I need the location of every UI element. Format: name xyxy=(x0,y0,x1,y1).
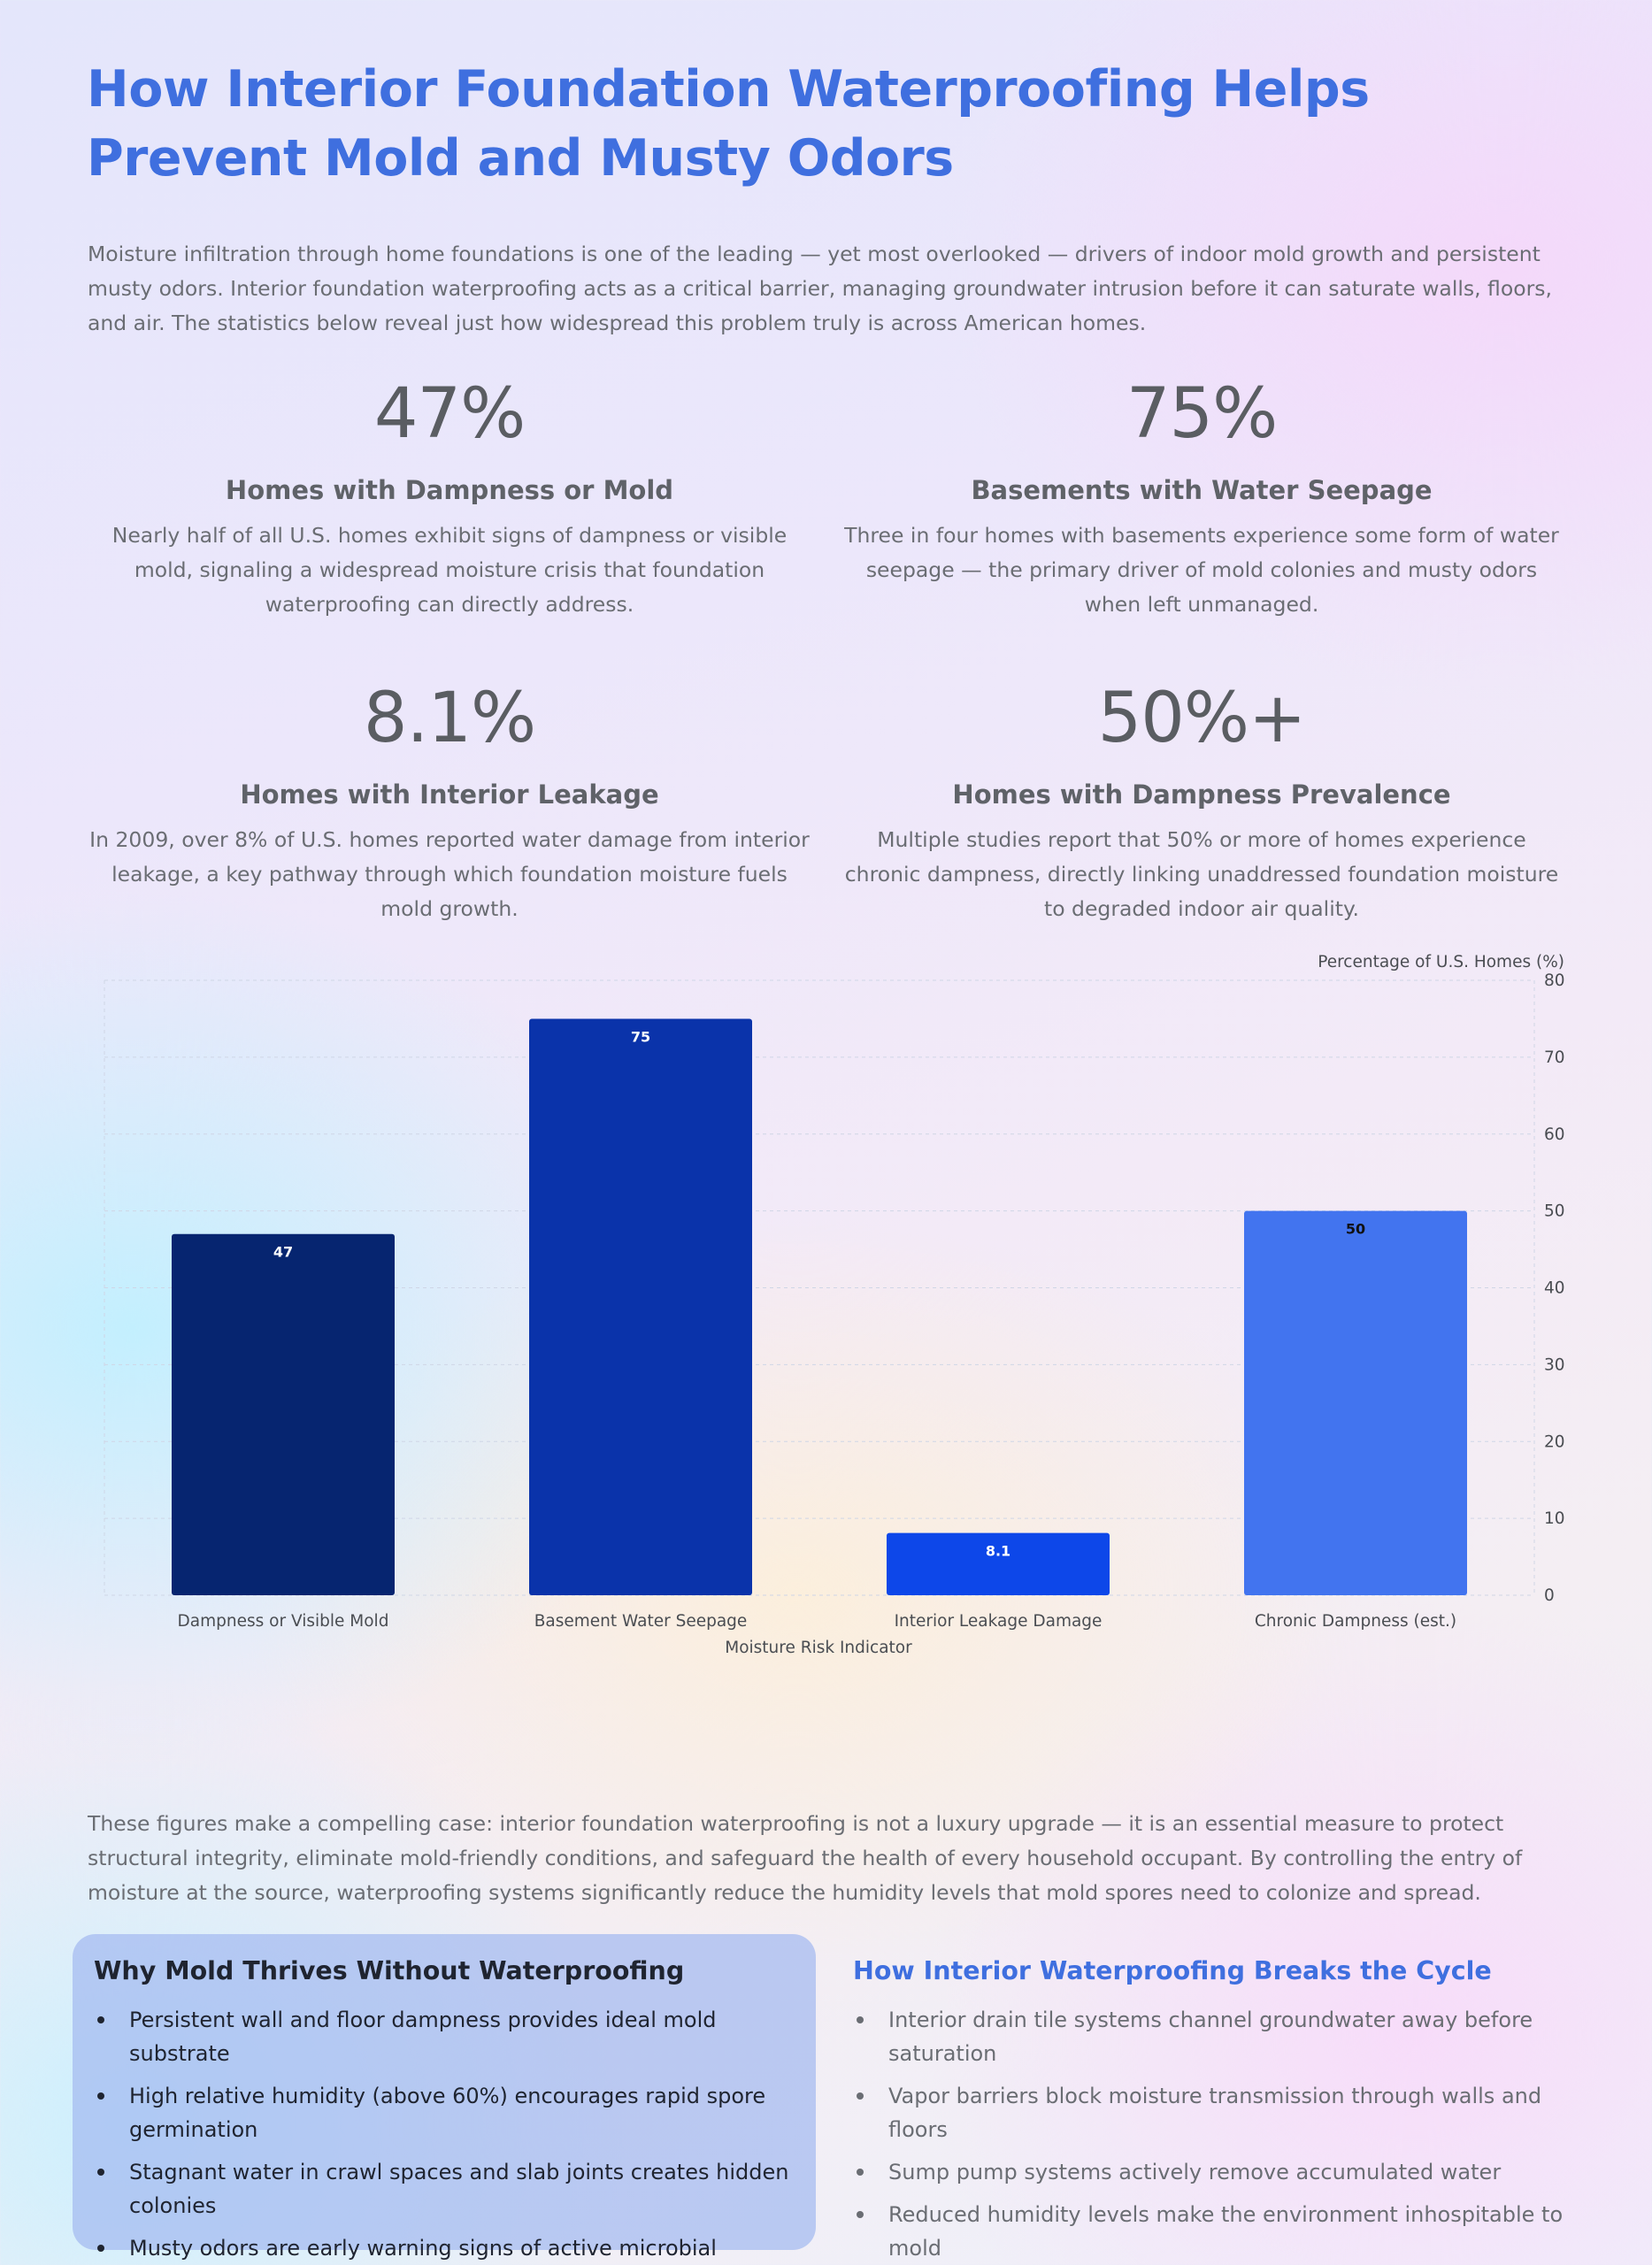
list-item: Vapor barriers block moisture transmissi… xyxy=(853,2079,1571,2146)
bar xyxy=(529,1018,752,1595)
breaks-cycle-heading: How Interior Waterproofing Breaks the Cy… xyxy=(853,1956,1492,1985)
list-item: Musty odors are early warning signs of a… xyxy=(94,2231,795,2265)
x-tick-label: Chronic Dampness (est.) xyxy=(1255,1612,1456,1631)
stat-value: 50%+ xyxy=(1097,679,1307,758)
stat-description: Nearly half of all U.S. homes exhibit si… xyxy=(111,523,788,617)
list-item: Interior drain tile systems channel grou… xyxy=(853,2003,1571,2070)
y-axis-ticks: 0 10 20 30 40 50 60 70 80 xyxy=(1544,971,1565,1605)
y-tick-label: 10 xyxy=(1544,1509,1565,1528)
y-tick-label: 30 xyxy=(1544,1355,1565,1374)
breaks-cycle-list: Interior drain tile systems channel grou… xyxy=(853,2003,1571,2265)
list-item: Stagnant water in crawl spaces and slab … xyxy=(94,2155,795,2223)
bar-value-label: 75 xyxy=(631,1028,650,1045)
y-tick-label: 0 xyxy=(1544,1586,1555,1605)
chart-bars: 47 75 8.1 50 xyxy=(172,1018,1467,1595)
y-tick-label: 50 xyxy=(1544,1202,1565,1221)
bar-value-label: 50 xyxy=(1346,1221,1365,1238)
x-tick-label: Basement Water Seepage xyxy=(534,1612,748,1631)
stat-label: Homes with Interior Leakage xyxy=(240,779,659,810)
stat-value: 75% xyxy=(1126,374,1278,454)
bar-value-label: 8.1 xyxy=(986,1543,1010,1560)
breaks-cycle-card: How Interior Waterproofing Breaks the Cy… xyxy=(832,1934,1593,2261)
stat-card-dampness-prevalence: 50%+ Homes with Dampness Prevalence Mult… xyxy=(839,674,1564,926)
closing-paragraph: These figures make a compelling case: in… xyxy=(88,1811,1523,1905)
list-item: Sump pump systems actively remove accumu… xyxy=(853,2155,1571,2189)
moisture-risk-bar-chart: 47 75 8.1 50 0 10 20 30 40 50 60 70 80 Dampness or … xyxy=(104,953,1565,1657)
y-tick-label: 40 xyxy=(1544,1279,1565,1298)
stat-card-basement-seepage: 75% Basements with Water Seepage Three i… xyxy=(839,370,1564,622)
stat-label: Homes with Dampness Prevalence xyxy=(952,779,1451,810)
bar xyxy=(1244,1210,1467,1595)
y-tick-label: 70 xyxy=(1544,1048,1565,1067)
list-item: High relative humidity (above 60%) encou… xyxy=(94,2079,795,2146)
x-axis-ticks: Dampness or Visible Mold Basement Water S… xyxy=(178,1612,1457,1631)
bar xyxy=(172,1233,395,1595)
intro-paragraph: Moisture infiltration through home found… xyxy=(88,242,1552,335)
y-axis-title: Percentage of U.S. Homes (%) xyxy=(1318,953,1564,971)
bar-value-label: 47 xyxy=(273,1244,293,1261)
why-mold-thrives-card: Why Mold Thrives Without Waterproofing P… xyxy=(73,1934,816,2261)
x-axis-title: Moisture Risk Indicator xyxy=(725,1639,912,1657)
stat-value: 8.1% xyxy=(363,679,536,758)
y-tick-label: 60 xyxy=(1544,1125,1565,1144)
bar xyxy=(887,1532,1110,1595)
stat-card-dampness-mold: 47% Homes with Dampness or Mold Nearly h… xyxy=(87,370,812,622)
stat-value: 47% xyxy=(373,374,526,454)
list-item: Reduced humidity levels make the environ… xyxy=(853,2198,1571,2265)
stat-label: Basements with Water Seepage xyxy=(971,475,1433,505)
stat-description: Three in four homes with basements exper… xyxy=(844,523,1559,617)
x-tick-label: Interior Leakage Damage xyxy=(895,1612,1103,1631)
stat-label: Homes with Dampness or Mold xyxy=(225,475,674,505)
list-item: Persistent wall and floor dampness provi… xyxy=(94,2003,795,2070)
why-mold-thrives-list: Persistent wall and floor dampness provi… xyxy=(94,2003,795,2265)
page-title: How Interior Foundation Waterproofing He… xyxy=(87,60,1370,188)
y-tick-label: 20 xyxy=(1544,1432,1565,1451)
y-tick-label: 80 xyxy=(1544,971,1565,990)
stat-card-interior-leakage: 8.1% Homes with Interior Leakage In 2009… xyxy=(87,674,812,926)
why-mold-thrives-heading: Why Mold Thrives Without Waterproofing xyxy=(94,1956,685,1985)
x-tick-label: Dampness or Visible Mold xyxy=(178,1612,389,1631)
stat-description: In 2009, over 8% of U.S. homes reported … xyxy=(89,827,810,921)
stat-description: Multiple studies report that 50% or more… xyxy=(844,827,1559,921)
